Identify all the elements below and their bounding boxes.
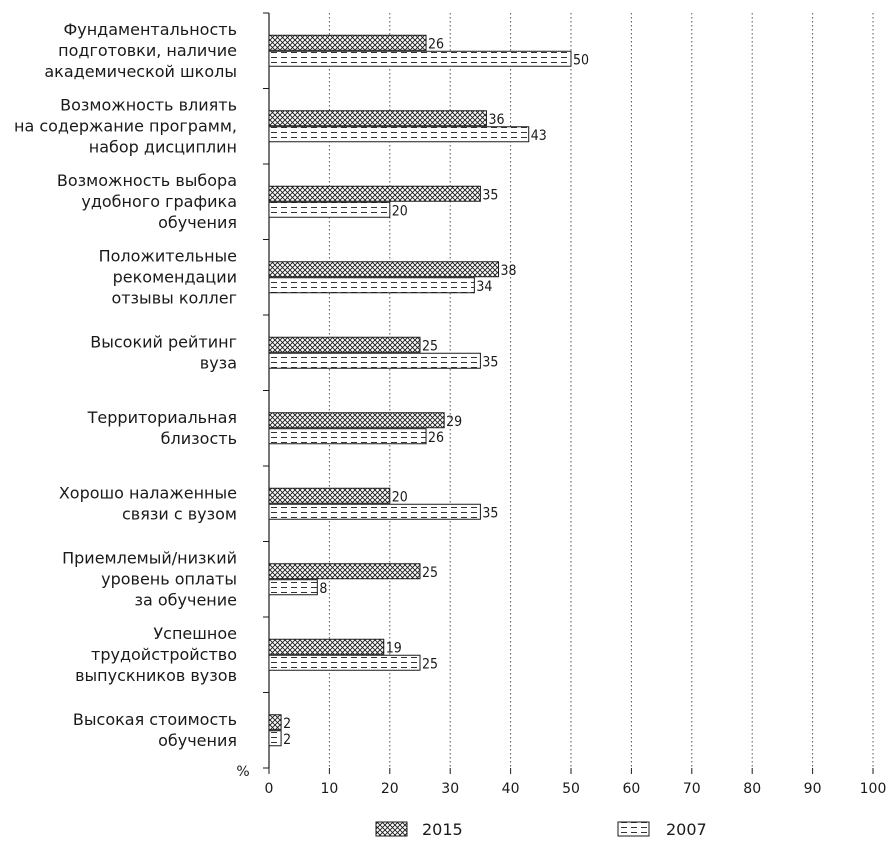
category-label-line: Успешное — [153, 624, 237, 643]
category-label-line: Фундаментальность — [63, 20, 237, 39]
category-label-line: подготовки, наличие — [58, 41, 237, 60]
category-label-line: обучения — [158, 731, 237, 750]
category-label-line: Территориальная — [87, 408, 237, 427]
value-label-2007-7: 8 — [319, 581, 327, 597]
value-label-2015-4: 25 — [422, 338, 438, 354]
category-label-0: Фундаментальность подготовки, наличие акад… — [44, 20, 237, 81]
value-label-2007-3: 34 — [476, 279, 492, 295]
value-label-2007-0: 50 — [573, 52, 589, 68]
legend: 2015 2007 — [375, 820, 707, 839]
value-label-2007-1: 43 — [531, 128, 547, 144]
x-tick-label: 10 — [320, 781, 338, 797]
category-label-9: Высокая стоимость обучения — [73, 710, 237, 750]
x-tick-label: 90 — [804, 781, 822, 797]
value-label-2015-2: 35 — [482, 187, 498, 203]
gridlines — [328, 13, 874, 768]
value-label-2015-5: 29 — [446, 414, 462, 430]
category-label-5: Территориальная близость — [87, 408, 237, 448]
category-label-line: академической школы — [44, 62, 237, 81]
bar-2007-4 — [268, 352, 481, 369]
value-label-2015-7: 25 — [422, 565, 438, 581]
bar-2007-5 — [268, 428, 427, 445]
category-label-6: Хорошо налаженные связи с вузом — [59, 483, 237, 523]
category-label-4: Высокий рейтинг вуза — [90, 332, 237, 372]
bar-2015-7 — [268, 563, 421, 580]
value-label-2015-0: 26 — [428, 36, 444, 52]
x-tick-label: 80 — [743, 781, 761, 797]
bar-2007-0 — [268, 50, 572, 67]
value-label-2015-8: 19 — [386, 640, 402, 656]
axes: 0 10 20 30 40 50 60 70 80 90 100% — [236, 12, 887, 797]
x-tick-label: 70 — [683, 781, 701, 797]
bar-2015-1 — [268, 110, 487, 127]
category-label-line: трудойстройство — [91, 645, 237, 664]
bar-2007-1 — [268, 126, 530, 143]
bar-2015-8 — [268, 638, 385, 655]
category-label-line: удобного графика — [81, 192, 237, 211]
bars — [268, 34, 572, 747]
bar-2007-9 — [268, 730, 282, 747]
category-label-2: Возможность выбора удобного графика обучен… — [57, 171, 237, 232]
legend-label-2007: 2007 — [666, 820, 707, 839]
value-label-2007-9: 2 — [283, 732, 291, 748]
category-label-line: на содержание программ, — [14, 116, 237, 135]
bar-2015-4 — [268, 336, 421, 353]
x-axis-unit: % — [236, 764, 249, 780]
category-label-line: рекомендации — [113, 267, 237, 286]
bar-2007-3 — [268, 277, 475, 294]
legend-swatch-2015 — [375, 821, 408, 837]
value-label-2007-4: 35 — [482, 354, 498, 370]
category-label-line: связи с вузом — [122, 504, 237, 523]
category-label-line: уровень оплаты — [101, 569, 237, 588]
category-label-line: Положительные — [99, 246, 237, 265]
value-label-2015-9: 2 — [283, 716, 291, 732]
category-label-line: Хорошо налаженные — [59, 483, 237, 502]
bar-2015-9 — [268, 714, 282, 731]
bar-2015-0 — [268, 34, 427, 51]
category-label-line: отзывы коллег — [111, 288, 237, 307]
category-label-line: Высокий рейтинг — [90, 332, 237, 351]
category-label-line: выпускников вузов — [75, 666, 237, 685]
x-tick-label: 60 — [622, 781, 640, 797]
legend-label-2015: 2015 — [422, 820, 463, 839]
bar-2015-2 — [268, 185, 481, 202]
x-tick-label: 0 — [265, 781, 274, 797]
bar-2007-6 — [268, 503, 481, 520]
x-tick-label: 20 — [381, 781, 399, 797]
category-label-3: Положительные рекомендации отзывы коллег — [99, 246, 237, 307]
bar-2015-6 — [268, 487, 391, 504]
bar-2015-5 — [268, 412, 445, 429]
bar-2015-3 — [268, 261, 500, 278]
legend-swatch-2007 — [617, 821, 650, 837]
category-label-line: за обучение — [134, 590, 237, 609]
value-label-2015-6: 20 — [392, 489, 408, 505]
category-label-line: вуза — [200, 353, 237, 372]
bar-2007-8 — [268, 654, 421, 671]
value-label-2015-3: 38 — [501, 263, 517, 279]
category-label-8: Успешное трудойстройство выпускников вузов — [75, 624, 237, 685]
category-label-line: обучения — [158, 213, 237, 232]
category-label-line: Приемлемый/низкий — [62, 548, 237, 567]
bar-2007-7 — [268, 579, 318, 596]
category-label-line: Возможность выбора — [57, 171, 237, 190]
category-label-1: Возможность влиять на содержание программ… — [14, 95, 237, 156]
x-tick-label: 100 — [860, 781, 887, 797]
category-label-line: Высокая стоимость — [73, 710, 237, 729]
x-tick-label: 40 — [502, 781, 520, 797]
x-tick-label: 30 — [441, 781, 459, 797]
bar-2007-2 — [268, 201, 391, 218]
value-label-2007-6: 35 — [482, 505, 498, 521]
category-labels: Фундаментальность подготовки, наличие акад… — [14, 20, 237, 750]
value-label-2015-1: 36 — [488, 112, 504, 128]
category-label-7: Приемлемый/низкий уровень оплаты за обучен… — [62, 548, 237, 609]
value-label-2007-2: 20 — [392, 203, 408, 219]
category-label-line: набор дисциплин — [89, 137, 237, 156]
value-label-2007-5: 26 — [428, 430, 444, 446]
value-label-2007-8: 25 — [422, 656, 438, 672]
category-label-line: Возможность влиять — [60, 95, 237, 114]
category-label-line: близость — [161, 429, 237, 448]
x-tick-label: 50 — [562, 781, 580, 797]
